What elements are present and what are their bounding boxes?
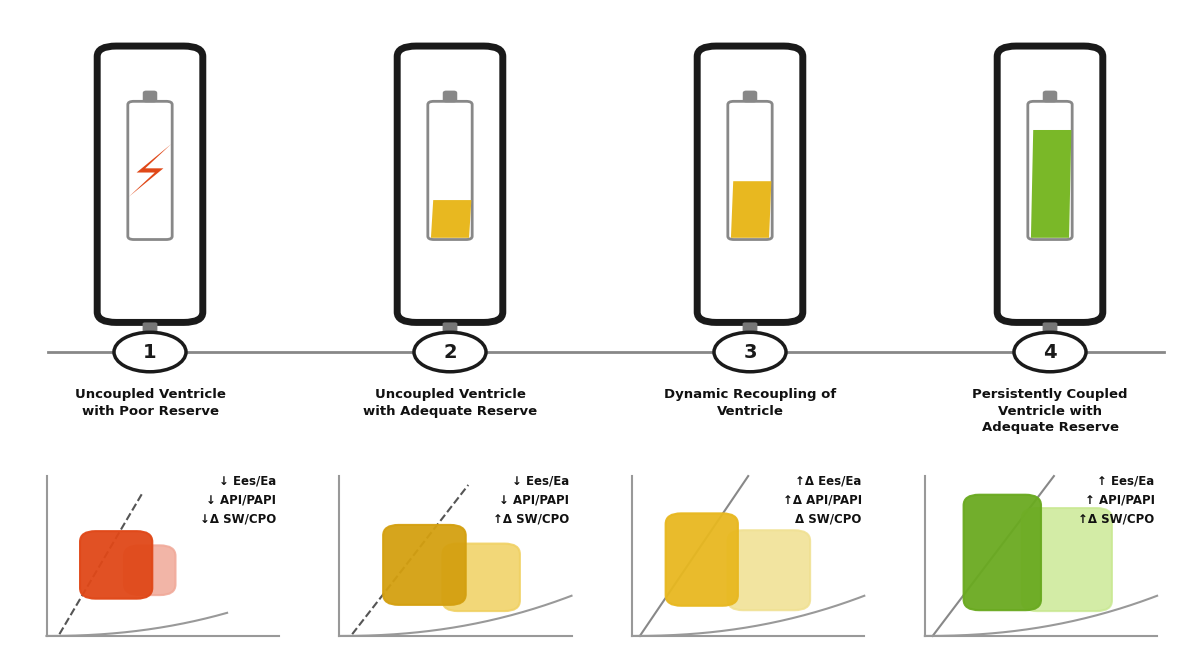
- Text: ↓ Ees/Ea
↓ API/PAPI
↓Δ SW/CPO: ↓ Ees/Ea ↓ API/PAPI ↓Δ SW/CPO: [200, 474, 276, 525]
- Text: ↑ Ees/Ea
↑ API/PAPI
↑Δ SW/CPO: ↑ Ees/Ea ↑ API/PAPI ↑Δ SW/CPO: [1079, 474, 1154, 525]
- FancyBboxPatch shape: [395, 151, 398, 168]
- FancyBboxPatch shape: [1043, 322, 1057, 334]
- FancyBboxPatch shape: [997, 46, 1103, 322]
- FancyBboxPatch shape: [697, 46, 803, 322]
- FancyBboxPatch shape: [964, 495, 1042, 610]
- FancyBboxPatch shape: [1102, 154, 1105, 170]
- Polygon shape: [128, 144, 172, 197]
- Text: 2: 2: [443, 343, 457, 361]
- Polygon shape: [1031, 130, 1072, 238]
- FancyBboxPatch shape: [202, 154, 205, 170]
- FancyBboxPatch shape: [397, 46, 503, 322]
- FancyBboxPatch shape: [80, 531, 152, 599]
- Text: Persistently Coupled
Ventricle with
Adequate Reserve: Persistently Coupled Ventricle with Adeq…: [972, 388, 1128, 434]
- FancyBboxPatch shape: [728, 101, 772, 240]
- FancyBboxPatch shape: [1028, 101, 1072, 240]
- Polygon shape: [431, 200, 472, 238]
- FancyBboxPatch shape: [666, 513, 738, 606]
- Circle shape: [714, 332, 786, 372]
- FancyBboxPatch shape: [743, 322, 757, 334]
- FancyBboxPatch shape: [128, 101, 172, 240]
- FancyBboxPatch shape: [502, 154, 505, 170]
- Circle shape: [414, 332, 486, 372]
- FancyBboxPatch shape: [802, 178, 805, 190]
- Text: Dynamic Recoupling of
Ventricle: Dynamic Recoupling of Ventricle: [664, 388, 836, 418]
- Text: 3: 3: [743, 343, 757, 361]
- FancyBboxPatch shape: [502, 178, 505, 190]
- Circle shape: [114, 332, 186, 372]
- FancyBboxPatch shape: [1021, 508, 1112, 611]
- FancyBboxPatch shape: [95, 151, 98, 168]
- FancyBboxPatch shape: [143, 322, 157, 334]
- FancyBboxPatch shape: [1102, 178, 1105, 190]
- FancyBboxPatch shape: [727, 530, 810, 610]
- FancyBboxPatch shape: [144, 91, 156, 101]
- Polygon shape: [731, 181, 772, 238]
- Circle shape: [1014, 332, 1086, 372]
- FancyBboxPatch shape: [802, 154, 805, 170]
- FancyBboxPatch shape: [1044, 91, 1056, 101]
- Text: ↓ Ees/Ea
↓ API/PAPI
↑Δ SW/CPO: ↓ Ees/Ea ↓ API/PAPI ↑Δ SW/CPO: [493, 474, 569, 525]
- Text: 4: 4: [1043, 343, 1057, 361]
- FancyBboxPatch shape: [443, 544, 520, 611]
- FancyBboxPatch shape: [995, 151, 998, 168]
- FancyBboxPatch shape: [383, 525, 466, 605]
- FancyBboxPatch shape: [695, 151, 698, 168]
- FancyBboxPatch shape: [443, 322, 457, 334]
- FancyBboxPatch shape: [124, 545, 175, 595]
- FancyBboxPatch shape: [428, 101, 472, 240]
- Text: Uncoupled Ventricle
with Adequate Reserve: Uncoupled Ventricle with Adequate Reserv…: [362, 388, 538, 418]
- FancyBboxPatch shape: [444, 91, 456, 101]
- FancyBboxPatch shape: [202, 178, 205, 190]
- FancyBboxPatch shape: [744, 91, 756, 101]
- Text: 1: 1: [143, 343, 157, 361]
- Text: Uncoupled Ventricle
with Poor Reserve: Uncoupled Ventricle with Poor Reserve: [74, 388, 226, 418]
- FancyBboxPatch shape: [97, 46, 203, 322]
- Text: ↑Δ Ees/Ea
↑Δ API/PAPI
Δ SW/CPO: ↑Δ Ees/Ea ↑Δ API/PAPI Δ SW/CPO: [782, 474, 862, 525]
